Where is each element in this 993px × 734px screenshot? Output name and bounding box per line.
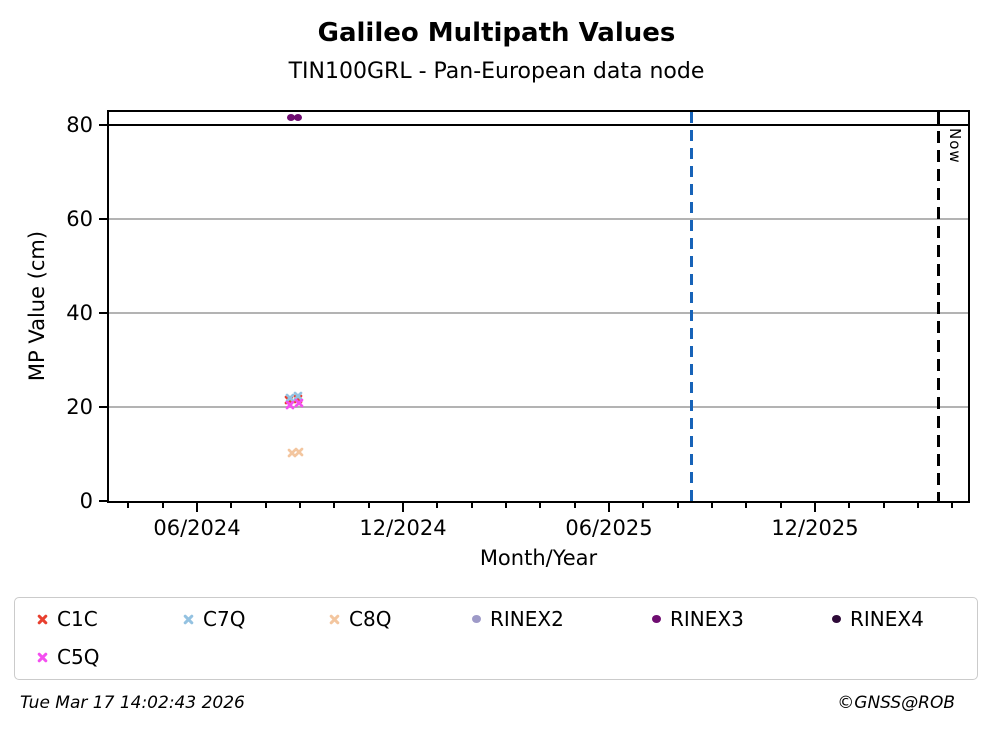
y-tick-label: 0	[79, 489, 93, 513]
x-minor-tick	[298, 503, 301, 508]
legend-item-C7Q: C7Q	[183, 606, 245, 632]
data-point-RINEX3	[293, 113, 302, 121]
y-tick-label: 40	[66, 301, 93, 325]
x-tick-label: 12/2025	[771, 516, 859, 540]
data-point-C7Q	[293, 391, 303, 401]
x-minor-tick	[745, 503, 748, 508]
x-minor-tick	[951, 503, 954, 508]
legend-item-RINEX3: RINEX3	[652, 606, 744, 632]
x-minor-tick	[367, 503, 370, 508]
y-tick	[99, 124, 107, 126]
footer-timestamp: Tue Mar 17 14:02:43 2026	[20, 693, 245, 713]
legend-item-C5Q: C5Q	[37, 644, 99, 670]
x-minor-tick	[916, 503, 919, 508]
legend-label: C1C	[57, 607, 98, 631]
y-tick	[99, 218, 107, 220]
data-point-C5Q	[285, 400, 295, 410]
x-minor-tick	[676, 503, 679, 508]
legend-label: C8Q	[349, 607, 392, 631]
now-dashed-line	[937, 112, 940, 501]
RINEX3-dot-marker-icon	[652, 615, 661, 623]
legend-item-RINEX4: RINEX4	[832, 606, 924, 632]
chart-title: Galileo Multipath Values	[317, 18, 676, 48]
legend-label: RINEX3	[670, 607, 744, 631]
x-major-tick	[813, 503, 816, 512]
y-tick	[99, 406, 107, 408]
y-tick	[99, 500, 107, 502]
x-tick-label: 12/2024	[359, 516, 447, 540]
C7Q-x-marker-icon	[183, 614, 194, 625]
x-minor-tick	[470, 503, 473, 508]
x-tick-label: 06/2025	[565, 516, 653, 540]
x-tick-label: 06/2024	[153, 516, 241, 540]
x-minor-tick	[264, 503, 267, 508]
threshold-line-80	[109, 124, 968, 126]
x-minor-tick	[882, 503, 885, 508]
legend-label: C5Q	[57, 645, 100, 669]
C1C-x-marker-icon	[37, 614, 48, 625]
footer-credit: ©GNSS@ROB	[837, 693, 955, 713]
x-minor-tick	[848, 503, 851, 508]
legend-box: C1C C7Q C8Q RINEX2 RINEX3 RINEX4 C5Q	[14, 597, 978, 680]
RINEX4-dot-marker-icon	[832, 615, 841, 623]
grid-line	[109, 218, 968, 220]
grid-line	[109, 312, 968, 314]
legend-item-C1C: C1C	[37, 606, 98, 632]
chart-subtitle: TIN100GRL - Pan-European data node	[288, 59, 705, 84]
x-minor-tick	[333, 503, 336, 508]
x-minor-tick	[642, 503, 645, 508]
x-axis-label: Month/Year	[479, 546, 598, 570]
grid-line	[109, 406, 968, 408]
y-tick-label: 60	[66, 207, 93, 231]
legend-label: C7Q	[203, 607, 246, 631]
legend-item-C8Q: C8Q	[329, 606, 391, 632]
data-point-C7Q	[285, 393, 295, 403]
data-point-C8Q	[287, 448, 297, 458]
x-minor-tick	[436, 503, 439, 508]
y-tick	[99, 312, 107, 314]
x-major-tick	[607, 503, 610, 512]
legend-label: RINEX4	[850, 607, 924, 631]
now-line-label: Now	[946, 128, 964, 164]
legend-item-RINEX2: RINEX2	[472, 606, 564, 632]
plot-area	[107, 110, 970, 503]
x-major-tick	[196, 503, 198, 512]
x-minor-tick	[161, 503, 164, 508]
x-minor-tick	[710, 503, 713, 508]
x-minor-tick	[504, 503, 507, 508]
x-major-tick	[401, 503, 404, 512]
y-tick-label: 20	[66, 395, 93, 419]
data-point-RINEX3	[287, 114, 296, 122]
x-minor-tick	[127, 503, 130, 508]
x-minor-tick	[230, 503, 233, 508]
C8Q-x-marker-icon	[329, 614, 340, 625]
x-minor-tick	[573, 503, 576, 508]
x-minor-tick	[779, 503, 782, 508]
x-minor-tick	[539, 503, 542, 508]
data-point-C5Q	[294, 398, 304, 408]
y-tick-label: 80	[66, 113, 93, 137]
legend-label: RINEX2	[490, 607, 564, 631]
release-dashed-line	[689, 112, 693, 501]
data-point-C8Q	[294, 447, 304, 457]
C5Q-x-marker-icon	[37, 652, 48, 663]
RINEX2-dot-marker-icon	[472, 615, 481, 623]
